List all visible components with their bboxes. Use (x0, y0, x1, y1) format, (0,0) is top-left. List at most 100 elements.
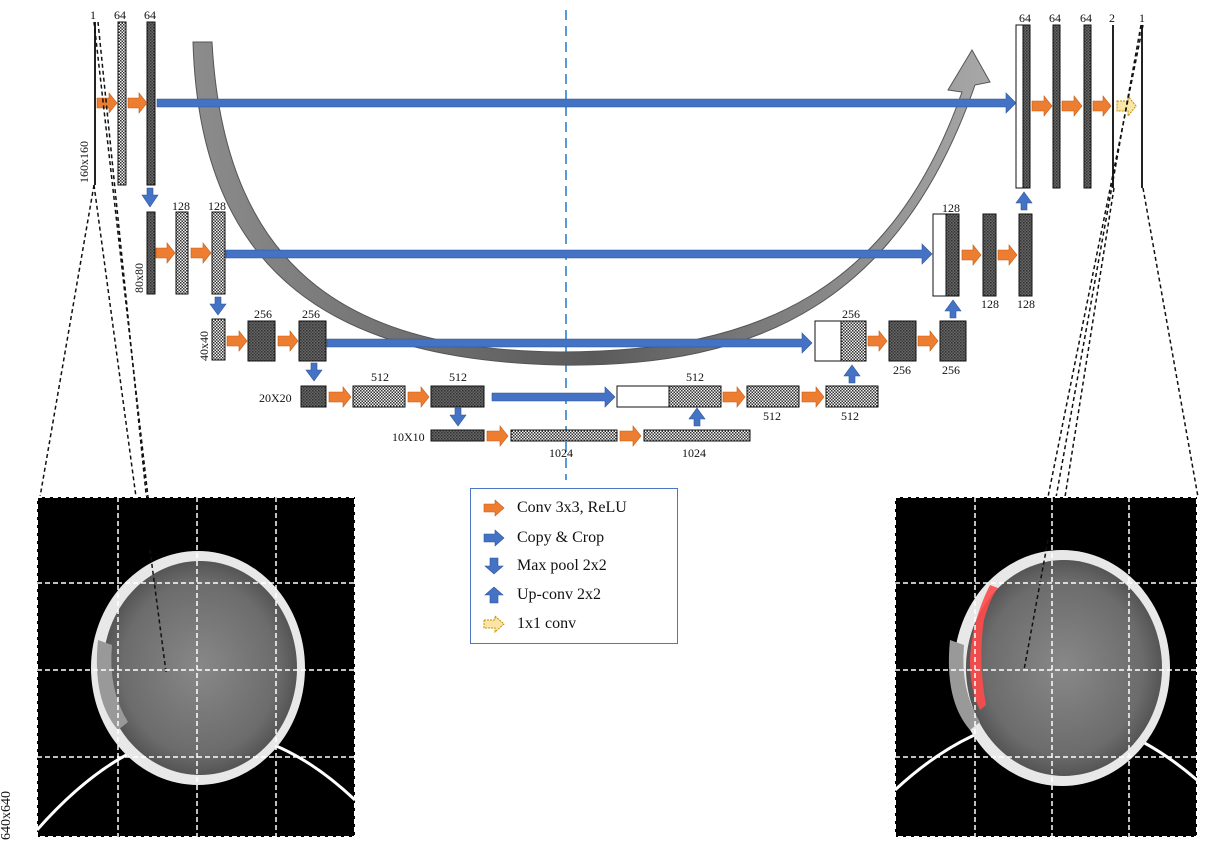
conv-arrow-dec2-a (961, 244, 982, 266)
label-enc1-a: 64 (114, 8, 126, 22)
label-dec3-b: 256 (942, 363, 960, 377)
dec4-copy-block (616, 385, 670, 408)
legend-label-upconv: Up-conv 2x2 (517, 586, 601, 603)
segmentation-overlay (970, 585, 998, 710)
size-label-20: 20X20 (259, 391, 292, 405)
legend-label-maxpool: Max pool 2x2 (517, 557, 607, 574)
conv-arrow-dec2-b (997, 244, 1018, 266)
maxpool-arrow-1 (141, 187, 159, 208)
label-dec1-concat: 64 (1019, 11, 1031, 25)
maxpool-arrow-4 (449, 407, 467, 427)
bottom-conv2-block (643, 429, 751, 442)
enc3-pool-block (211, 318, 226, 361)
conv-arrow-enc3-a (226, 330, 248, 352)
legend: Conv 3x3, ReLU Copy & Crop Max pool 2x2 … (470, 488, 678, 644)
size-label-160: 160x160 (77, 141, 91, 183)
conv-arrow-dec4-b (801, 386, 825, 408)
dec2-copy-block (932, 213, 947, 297)
output-layer-block (1141, 25, 1143, 188)
upconv-arrow-3 (843, 364, 861, 384)
maxpool-arrow-2 (209, 296, 227, 316)
label-dec1-a: 64 (1049, 11, 1061, 25)
label-enc3-b: 256 (302, 307, 320, 321)
label-bottom-b: 1024 (682, 446, 706, 460)
conv-arrow-enc4-b (407, 386, 430, 408)
enc4-conv1-block (352, 385, 406, 408)
label-dec1-out: 2 (1109, 11, 1115, 25)
copy-arrow-level1 (156, 92, 1017, 114)
bottom-conv1-block (510, 429, 618, 442)
dec1-conv1-block (1052, 24, 1061, 189)
dec1-conv2-block (1083, 24, 1092, 189)
conv-arrow-dec3-a (867, 330, 888, 352)
conv-arrow-dec4-a (722, 386, 746, 408)
upconv-arrow-icon (484, 586, 504, 604)
dec1-out-block (1112, 25, 1114, 188)
copy-arrow-level2 (225, 243, 933, 265)
dec2-conv2-block (1018, 213, 1033, 297)
conv-arrow-bottom-a (486, 425, 509, 447)
upconv-arrow-4 (688, 407, 706, 427)
copy-arrow-level3 (326, 332, 813, 354)
dec1-copy-block (1015, 24, 1024, 189)
legend-label-final-conv: 1x1 conv (517, 615, 577, 632)
conv-arrow-enc1-a (96, 92, 118, 114)
dec4-conv1-block (746, 385, 800, 408)
enc1-conv2-block (146, 21, 156, 186)
conv-arrow-dec1-b (1061, 95, 1083, 117)
enc2-conv2-block (211, 211, 226, 295)
enc4-pool-block (300, 385, 327, 408)
conv-arrow-enc3-b (277, 330, 299, 352)
legend-item-conv: Conv 3x3, ReLU (483, 497, 627, 519)
dec3-conv1-block (888, 320, 917, 362)
conv-arrow-dec3-b (917, 330, 939, 352)
legend-item-copy: Copy & Crop (483, 527, 604, 549)
enc3-conv1-block (247, 320, 276, 362)
size-label-10: 10X10 (392, 430, 425, 444)
label-dec2-b: 128 (1017, 297, 1035, 311)
label-enc2-b: 128 (208, 199, 226, 213)
label-enc4-a: 512 (371, 370, 389, 384)
upconv-arrow-1 (1015, 191, 1033, 211)
conv-arrow-bottom-b (619, 425, 642, 447)
label-dec2-a: 128 (981, 297, 999, 311)
legend-label-copy: Copy & Crop (517, 529, 605, 546)
label-input: 1 (90, 8, 96, 22)
legend-label-conv: Conv 3x3, ReLU (517, 499, 627, 516)
dec1-up-block (1022, 24, 1031, 189)
dec3-copy-block (814, 320, 842, 362)
dec2-up-block (945, 213, 960, 297)
conv-arrow-enc1-b (127, 92, 148, 114)
label-enc1-b: 64 (144, 8, 156, 22)
label-bottom-a: 1024 (549, 446, 573, 460)
enc4-conv2-block (430, 385, 485, 408)
final-conv-arrow (1116, 94, 1137, 118)
output-ct-image (893, 496, 1198, 838)
maxpool-arrow-icon (484, 557, 504, 575)
input-layer-block (94, 22, 96, 185)
enc2-pool-block (146, 211, 156, 295)
conv-arrow-icon (483, 499, 505, 517)
label-output: 1 (1139, 11, 1145, 25)
legend-item-final-conv: 1x1 conv (483, 613, 576, 635)
legend-item-upconv: Up-conv 2x2 (483, 584, 601, 606)
label-dec2-concat: 128 (942, 201, 960, 215)
copy-arrow-level4 (491, 386, 616, 408)
dec2-conv1-block (982, 213, 997, 297)
bottom-pool-block (430, 429, 485, 442)
copy-arrow-icon (483, 529, 505, 547)
label-dec3-concat: 256 (842, 307, 860, 321)
upconv-arrow-2 (944, 299, 962, 319)
dec3-conv2-block (939, 320, 967, 362)
label-dec4-concat: 512 (686, 370, 704, 384)
legend-item-maxpool: Max pool 2x2 (483, 555, 607, 577)
size-label-40: 40x40 (197, 331, 211, 361)
label-enc2-a: 128 (172, 199, 190, 213)
conv-arrow-dec1-a (1031, 95, 1053, 117)
label-dec4-a: 512 (763, 409, 781, 423)
conv-arrow-enc2-a (155, 242, 176, 264)
label-dec1-b: 64 (1080, 11, 1092, 25)
label-dec4-b: 512 (841, 409, 859, 423)
maxpool-arrow-3 (305, 362, 323, 382)
